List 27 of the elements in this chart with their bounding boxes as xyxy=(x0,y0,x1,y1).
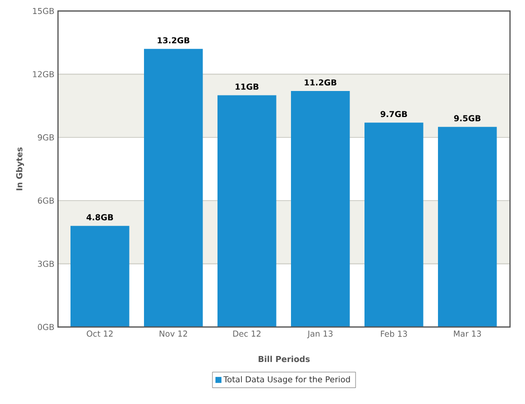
x-tick-label: Mar 13 xyxy=(454,330,481,337)
x-tick-label: Nov 12 xyxy=(160,330,188,337)
y-axis-title: In Gbytes xyxy=(16,147,24,190)
x-axis-title: Bill Periods xyxy=(258,356,310,362)
data-label: 11.2GB xyxy=(304,79,336,86)
legend-label: Total Data Usage for the Period xyxy=(223,376,350,384)
y-tick-label: 3GB xyxy=(38,260,54,267)
y-tick-label: 9GB xyxy=(38,134,54,140)
bar xyxy=(217,95,276,327)
x-tick-label: Dec 12 xyxy=(233,330,260,337)
bar xyxy=(364,122,424,327)
bar xyxy=(290,91,350,327)
x-tick-label: Jan 13 xyxy=(307,330,333,338)
bar xyxy=(144,48,203,327)
x-tick-label: Oct 12 xyxy=(86,330,113,337)
y-tick-label: 0GB xyxy=(38,324,54,330)
data-label: 9.7GB xyxy=(380,110,408,118)
bar xyxy=(438,126,497,327)
data-label: 9.5GB xyxy=(454,115,481,122)
data-label: 13.2GB xyxy=(158,37,190,44)
bar xyxy=(70,226,130,327)
data-label: 4.8GB xyxy=(86,214,114,220)
y-tick-label: 12GB xyxy=(33,71,54,78)
data-label: 11GB xyxy=(236,84,258,90)
y-tick-label: 15GB xyxy=(33,8,54,14)
y-tick-label: 6GB xyxy=(38,198,54,204)
x-tick-label: Feb 13 xyxy=(380,330,407,337)
